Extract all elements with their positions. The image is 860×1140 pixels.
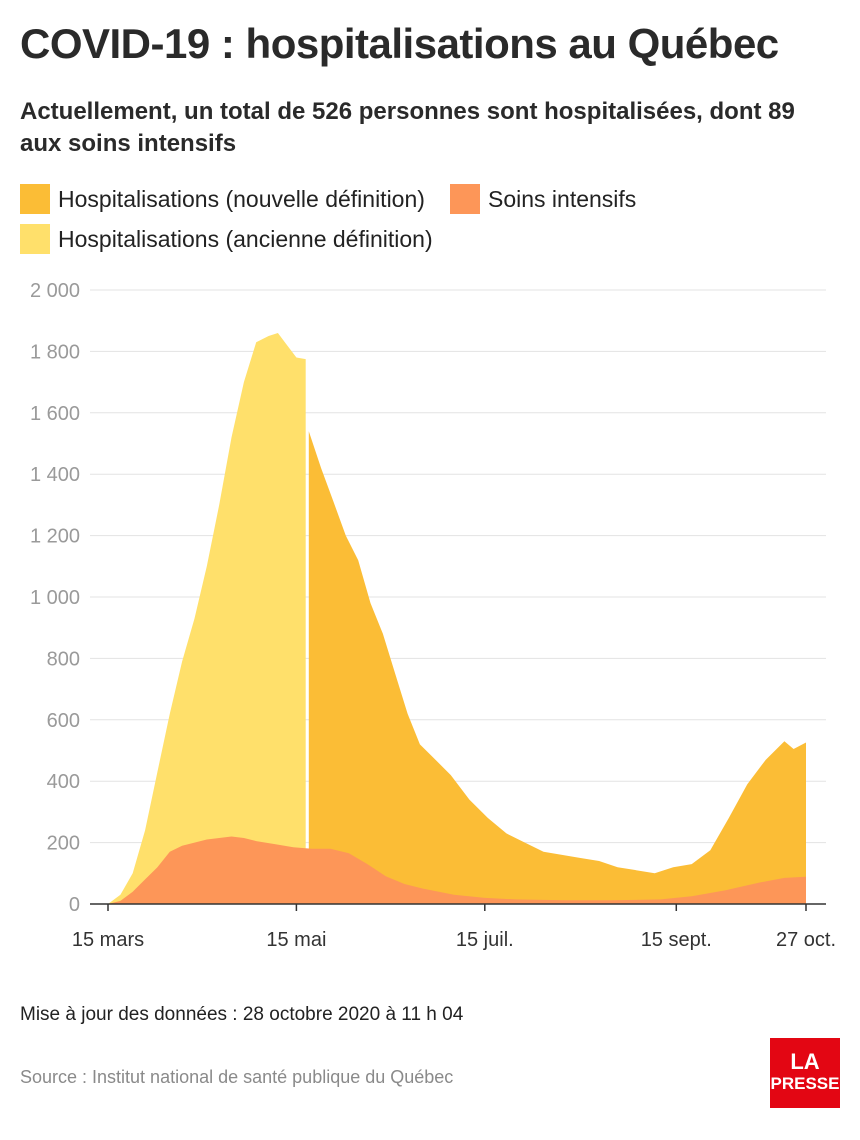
y-tick-label: 1 200 <box>30 526 80 548</box>
legend-swatch-old-definition <box>20 224 50 254</box>
hospitalisations-chart: 2 000 1 800 1 600 1 400 1 200 1 000 800 600 400 2… <box>30 280 836 951</box>
x-tick-label: 27 oct. <box>776 929 836 951</box>
legend-item-old-definition: Hospitalisations (ancienne définition) <box>20 224 433 254</box>
legend-item-intensive-care: Soins intensifs <box>450 184 636 214</box>
y-tick-label: 1 000 <box>30 587 80 609</box>
y-tick-label: 200 <box>47 833 80 855</box>
chart-title: COVID-19 : hospitalisations au Québec <box>20 20 779 67</box>
x-tick-label: 15 mai <box>266 929 326 951</box>
legend-label-intensive-care: Soins intensifs <box>488 185 637 212</box>
y-tick-label: 400 <box>47 771 80 793</box>
area-series-2 <box>108 836 806 904</box>
y-axis-ticks: 2 000 1 800 1 600 1 400 1 200 1 000 800 600 400 2… <box>30 280 80 916</box>
y-tick-label: 1 400 <box>30 464 80 486</box>
legend-item-new-definition: Hospitalisations (nouvelle définition) <box>20 184 425 214</box>
y-tick-label: 0 <box>69 894 80 916</box>
y-tick-label: 1 600 <box>30 403 80 425</box>
y-tick-label: 1 800 <box>30 341 80 363</box>
x-tick-label: 15 mars <box>72 929 144 951</box>
legend-label-old-definition: Hospitalisations (ancienne définition) <box>58 225 433 252</box>
x-tick-label: 15 sept. <box>641 929 712 951</box>
legend-swatch-intensive-care <box>450 184 480 214</box>
y-tick-label: 600 <box>47 710 80 732</box>
x-axis: 15 mars 15 mai 15 juil. 15 sept. 27 oct. <box>72 903 836 951</box>
legend-label-new-definition: Hospitalisations (nouvelle définition) <box>58 185 425 212</box>
legend-swatch-new-definition <box>20 184 50 214</box>
y-tick-label: 2 000 <box>30 280 80 302</box>
update-timestamp: Mise à jour des données : 28 octobre 202… <box>20 1004 464 1025</box>
x-tick-label: 15 juil. <box>456 929 514 951</box>
area-series-1 <box>308 431 806 904</box>
chart-subtitle: Actuellement, un total de 526 personnes … <box>20 98 795 157</box>
area-series-0 <box>108 333 306 904</box>
source-note: Source : Institut national de santé publ… <box>20 1067 454 1087</box>
la-presse-logo: LA PRESSE <box>770 1038 840 1108</box>
y-tick-label: 800 <box>47 648 80 670</box>
area-series <box>108 333 806 904</box>
